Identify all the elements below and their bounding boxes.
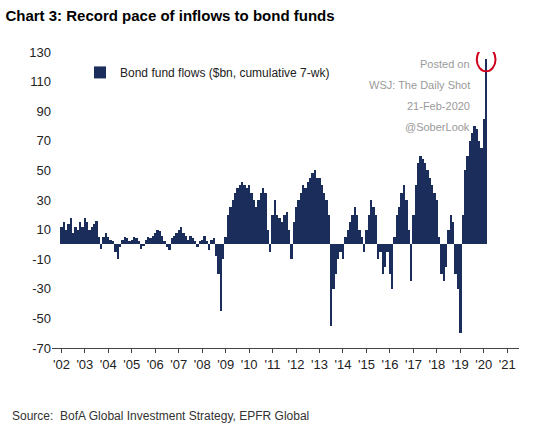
svg-text:'10: '10: [241, 357, 258, 372]
svg-text:'07: '07: [170, 357, 187, 372]
svg-text:'21: '21: [499, 357, 516, 372]
svg-text:50: 50: [37, 163, 51, 178]
svg-text:'13: '13: [311, 357, 328, 372]
svg-text:'11: '11: [265, 357, 281, 372]
svg-text:'14: '14: [335, 357, 352, 372]
svg-text:'02: '02: [53, 357, 70, 372]
svg-text:-50: -50: [32, 311, 51, 326]
svg-text:10: 10: [37, 222, 51, 237]
svg-text:'15: '15: [358, 357, 375, 372]
svg-text:'16: '16: [381, 357, 398, 372]
svg-text:130: 130: [29, 45, 51, 60]
svg-text:@SoberLook: @SoberLook: [405, 121, 470, 133]
svg-text:Source: BofA Global Investmen: Source: BofA Global Investment Strategy,…: [12, 409, 309, 423]
svg-text:'09: '09: [217, 357, 234, 372]
svg-text:'18: '18: [428, 357, 445, 372]
svg-text:'17: '17: [405, 357, 422, 372]
svg-text:'08: '08: [194, 357, 211, 372]
svg-text:'03: '03: [76, 357, 93, 372]
svg-text:'06: '06: [147, 357, 164, 372]
svg-text:-70: -70: [32, 341, 51, 356]
svg-text:21-Feb-2020: 21-Feb-2020: [407, 100, 470, 112]
svg-text:110: 110: [30, 74, 51, 89]
svg-text:Chart 3: Record pace of inflow: Chart 3: Record pace of inflows to bond …: [5, 7, 334, 24]
svg-text:'04: '04: [100, 357, 117, 372]
svg-text:WSJ: The Daily Shot: WSJ: The Daily Shot: [369, 79, 470, 91]
svg-text:-10: -10: [32, 252, 51, 267]
svg-text:-30: -30: [32, 281, 51, 296]
svg-text:Bond fund flows ($bn, cumulati: Bond fund flows ($bn, cumulative 7-wk): [120, 66, 329, 80]
svg-text:70: 70: [37, 133, 51, 148]
svg-text:Posted on: Posted on: [420, 58, 470, 70]
svg-text:'05: '05: [123, 357, 140, 372]
svg-text:'12: '12: [288, 357, 305, 372]
svg-text:'19: '19: [452, 357, 469, 372]
svg-text:90: 90: [37, 104, 51, 119]
svg-text:'20: '20: [475, 357, 492, 372]
svg-text:30: 30: [37, 193, 51, 208]
